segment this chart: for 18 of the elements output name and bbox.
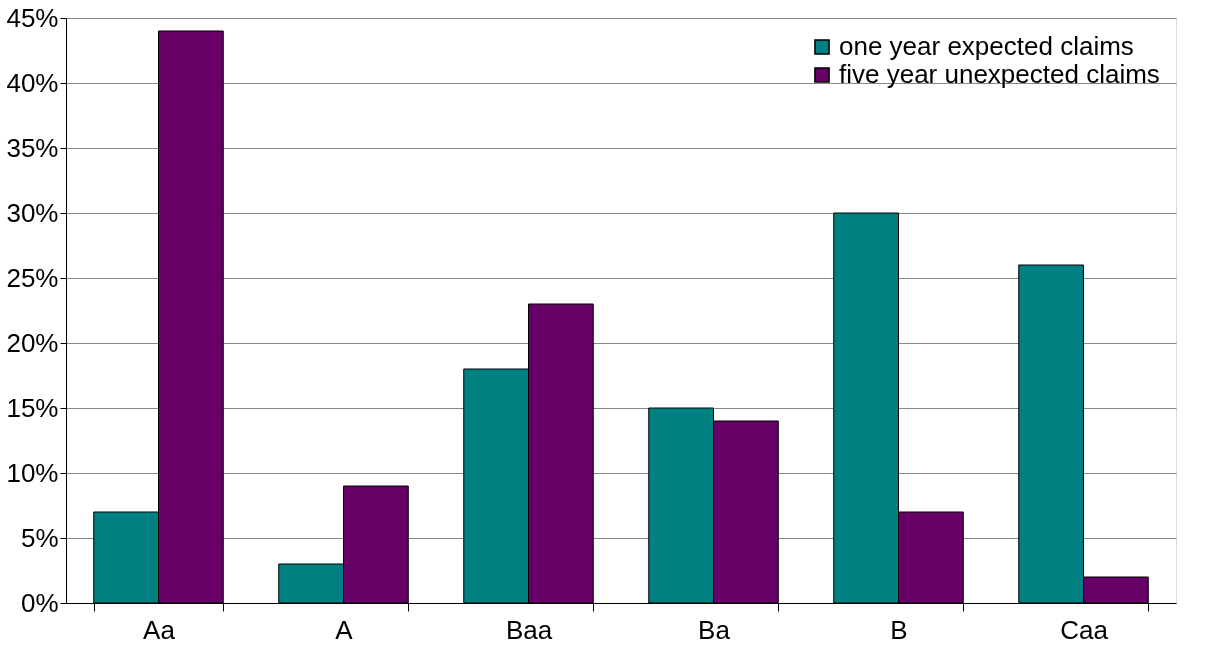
- x-tick-label: B: [890, 614, 908, 645]
- legend-label: five year unexpected claims: [839, 59, 1160, 89]
- legend-label: one year expected claims: [839, 31, 1134, 61]
- y-tick-label: 35%: [6, 132, 59, 163]
- x-tick-label: Baa: [505, 614, 553, 645]
- y-tick-label: 10%: [6, 457, 59, 488]
- y-tick-label: 30%: [6, 197, 59, 228]
- x-tick-label: Ba: [698, 614, 731, 645]
- y-tick-label: 40%: [6, 67, 59, 98]
- y-tick-label: 45%: [6, 2, 59, 33]
- x-tick-label: A: [335, 614, 354, 645]
- x-tick-label: Aa: [143, 614, 176, 645]
- y-tick-label: 5%: [20, 522, 59, 553]
- y-tick-label: 0%: [20, 587, 59, 618]
- y-tick-label: 15%: [6, 392, 59, 423]
- x-tick-label: Caa: [1060, 614, 1109, 645]
- y-tick-label: 25%: [6, 262, 59, 293]
- y-tick-label: 20%: [6, 327, 59, 358]
